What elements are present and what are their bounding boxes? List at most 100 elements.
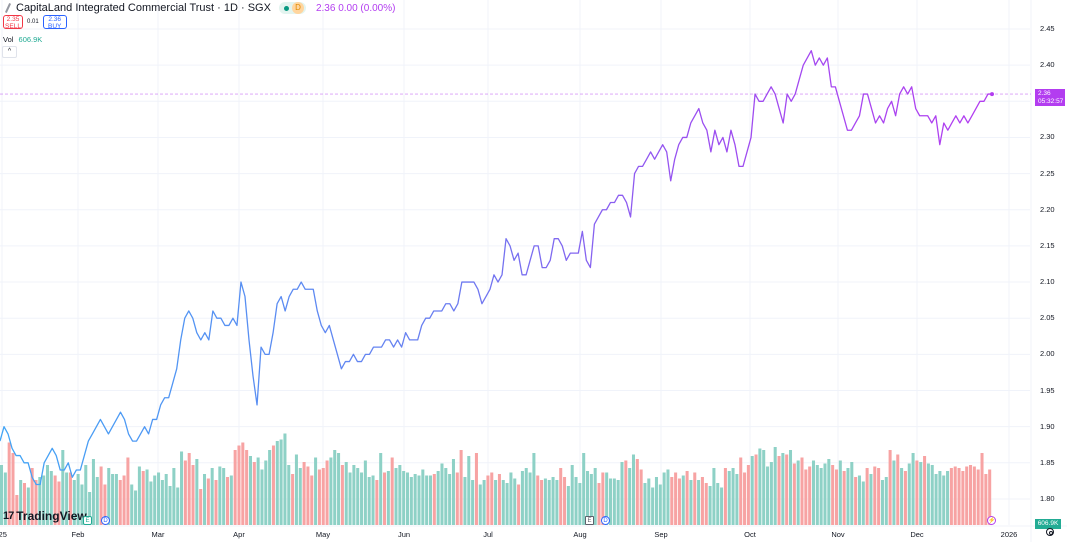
volume-bar <box>183 460 187 525</box>
dividend-marker-icon[interactable]: D <box>101 516 110 525</box>
collapse-legend-button[interactable]: ^ <box>2 46 17 58</box>
volume-bar <box>723 468 727 525</box>
volume-bar <box>383 472 387 525</box>
volume-bar <box>440 463 444 525</box>
price-axis-tick: 2.25 <box>1040 168 1055 178</box>
volume-bar <box>371 475 375 525</box>
volume-bar <box>965 466 969 525</box>
volume-bar <box>30 468 34 525</box>
volume-bar <box>22 483 27 525</box>
axis-settings-gear-icon[interactable] <box>1046 528 1054 536</box>
volume-bar <box>459 450 463 525</box>
volume-bar <box>428 475 432 525</box>
volume-bar <box>302 462 306 525</box>
volume-bar <box>130 484 134 525</box>
volume-bar <box>693 472 697 525</box>
volume-bar <box>379 453 383 525</box>
volume-bar <box>532 453 536 525</box>
volume-bar <box>570 465 574 525</box>
volume-bar <box>149 481 153 525</box>
spread-value: 0.01 <box>27 19 39 25</box>
volume-bar <box>352 465 356 525</box>
volume-bar <box>605 472 609 525</box>
volume-bar <box>635 459 639 525</box>
split-marker-icon[interactable]: ⚡ <box>987 516 996 525</box>
volume-bar <box>777 456 781 525</box>
volume-legend[interactable]: Vol 606.9K <box>3 35 42 44</box>
volume-bar <box>643 483 647 525</box>
volume-bar <box>953 466 957 525</box>
last-price-value: 2.36 <box>1038 90 1051 97</box>
volume-bar <box>949 468 953 525</box>
volume-bar <box>348 472 352 525</box>
volume-bar <box>658 484 662 525</box>
volume-bar <box>616 480 620 525</box>
symbol-title[interactable]: CapitaLand Integrated Commercial Trust ·… <box>16 2 271 14</box>
volume-bar <box>735 474 739 525</box>
volume-bar <box>919 462 923 525</box>
volume-bar <box>746 465 750 525</box>
volume-bar <box>850 462 854 525</box>
dividend-marker-icon[interactable]: D <box>601 516 610 525</box>
volume-bar <box>972 466 976 525</box>
volume-bar <box>206 478 210 525</box>
volume-bar <box>957 468 961 525</box>
price-axis-tick: 2.30 <box>1040 132 1055 142</box>
volume-bar <box>677 478 681 525</box>
buy-button[interactable]: 2.36 BUY <box>42 15 67 30</box>
volume-bar <box>486 475 490 525</box>
volume-bar <box>697 480 701 525</box>
volume-bar <box>524 468 528 525</box>
volume-bar <box>628 468 632 525</box>
volume-bar <box>294 454 298 525</box>
volume-bar <box>624 460 628 525</box>
buy-label: BUY <box>48 23 62 30</box>
volume-bar <box>118 480 122 525</box>
price-axis-tick: 2.20 <box>1040 204 1055 214</box>
volume-bar <box>168 486 172 525</box>
volume-bar <box>815 465 819 525</box>
volume-bar <box>551 477 555 525</box>
tradingview-logo[interactable]: 17 TradingView <box>3 509 87 523</box>
volume-bar <box>501 480 505 525</box>
volume-bar <box>808 466 812 525</box>
volume-bar <box>260 469 264 525</box>
volume-bar <box>141 471 145 525</box>
volume-bar <box>448 474 452 525</box>
volume-bar <box>248 456 252 525</box>
volume-bar <box>145 469 149 525</box>
volume-bar <box>923 456 927 525</box>
volume-bar <box>88 492 92 525</box>
volume-bar <box>176 487 180 525</box>
volume-bar <box>363 460 367 525</box>
volume-bar <box>819 468 823 525</box>
price-line[interactable] <box>0 50 992 486</box>
volume-bar <box>911 453 915 525</box>
volume-bar <box>455 472 459 525</box>
volume-bar <box>892 460 896 525</box>
volume-bar <box>547 480 551 525</box>
volume-bar <box>467 456 471 525</box>
pencil-icon[interactable] <box>4 3 12 13</box>
volume-bar <box>586 471 590 525</box>
volume-bar <box>421 469 425 525</box>
volume-bar <box>264 460 268 525</box>
volume-bar <box>578 483 582 525</box>
price-axis-tick: 1.85 <box>1040 457 1055 467</box>
volume-bar <box>360 472 364 525</box>
volume-label: Vol <box>3 35 14 44</box>
volume-bar <box>482 480 486 525</box>
price-axis-tick: 2.10 <box>1040 277 1055 287</box>
volume-bar <box>317 469 321 525</box>
delayed-data-icon: D <box>291 2 304 14</box>
earnings-marker-icon[interactable]: E <box>83 516 92 525</box>
price-axis-tick: 2.45 <box>1040 24 1055 33</box>
time-axis-tick: Mar <box>151 530 165 539</box>
volume-bar <box>766 466 770 525</box>
volume-bar <box>762 450 766 525</box>
earnings-marker-icon[interactable]: E <box>585 516 594 525</box>
sell-button[interactable]: 2.35 SELL <box>3 15 23 30</box>
volume-bar <box>708 486 712 525</box>
market-status-badge[interactable]: D <box>278 2 306 14</box>
